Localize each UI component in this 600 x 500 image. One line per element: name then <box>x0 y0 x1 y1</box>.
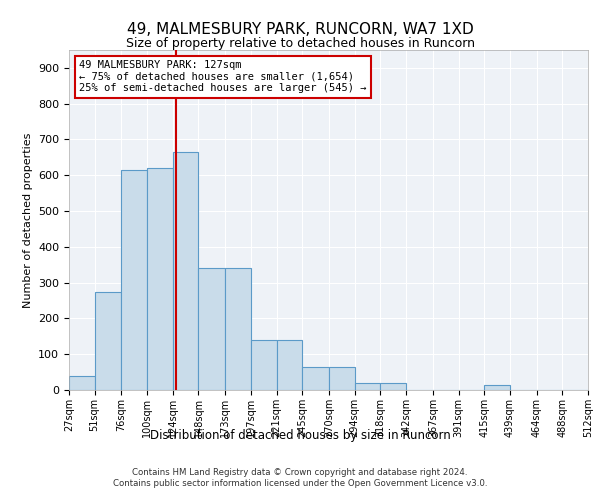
Bar <box>380 383 406 390</box>
Bar <box>225 268 251 390</box>
Bar <box>251 340 277 390</box>
Bar <box>95 292 121 390</box>
Text: Size of property relative to detached houses in Runcorn: Size of property relative to detached ho… <box>125 38 475 51</box>
Bar <box>355 383 380 390</box>
Bar <box>484 384 510 390</box>
Bar <box>329 366 355 390</box>
Bar <box>277 340 302 390</box>
Y-axis label: Number of detached properties: Number of detached properties <box>23 132 32 308</box>
Bar <box>199 268 225 390</box>
Text: Distribution of detached houses by size in Runcorn: Distribution of detached houses by size … <box>149 430 451 442</box>
Text: 49 MALMESBURY PARK: 127sqm
← 75% of detached houses are smaller (1,654)
25% of s: 49 MALMESBURY PARK: 127sqm ← 75% of deta… <box>79 60 367 94</box>
Text: Contains HM Land Registry data © Crown copyright and database right 2024.
Contai: Contains HM Land Registry data © Crown c… <box>113 468 487 487</box>
Text: 49, MALMESBURY PARK, RUNCORN, WA7 1XD: 49, MALMESBURY PARK, RUNCORN, WA7 1XD <box>127 22 473 38</box>
Bar <box>69 376 95 390</box>
Bar <box>121 170 147 390</box>
Bar <box>302 366 329 390</box>
Bar <box>173 152 199 390</box>
Bar <box>147 168 173 390</box>
